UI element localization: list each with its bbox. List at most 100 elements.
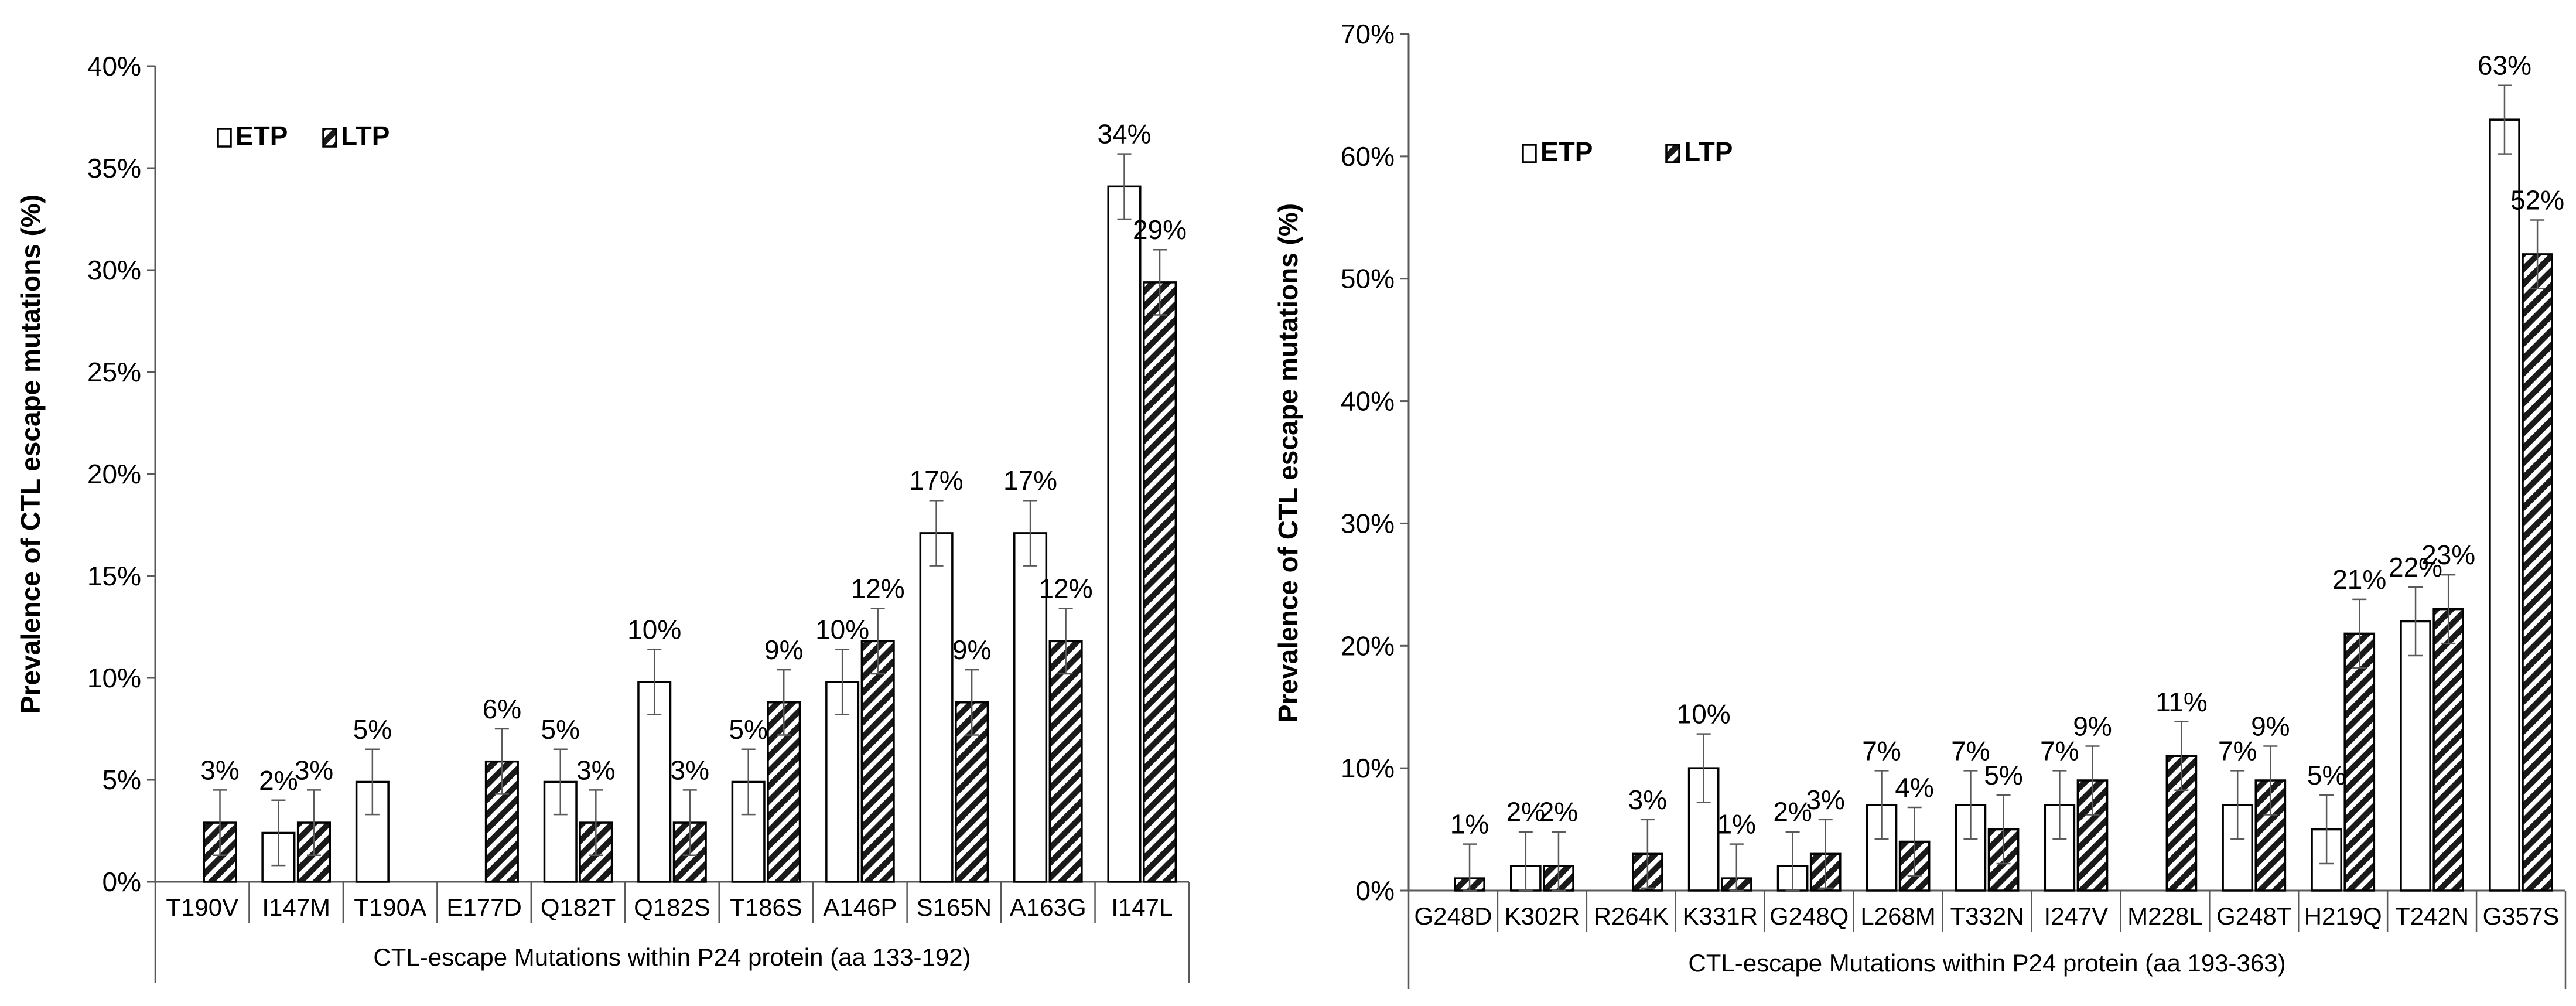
etp-data-label: 5% <box>541 714 580 745</box>
etp-data-label: 5% <box>2307 760 2346 790</box>
category-label: G248Q <box>1769 902 1849 930</box>
etp-legend-label: ETP <box>235 121 288 151</box>
y-tick-label: 0% <box>103 867 141 897</box>
error-bar <box>2530 219 2545 289</box>
error-bar <box>2174 721 2189 791</box>
etp-data-label: 5% <box>729 714 767 745</box>
category-label: G248T <box>2216 902 2291 930</box>
error-bar <box>2052 770 2067 840</box>
error-bar <box>2497 84 2512 155</box>
error-bar <box>553 748 568 816</box>
ltp-legend-label: LTP <box>1684 137 1733 167</box>
etp-legend-swatch <box>217 128 232 148</box>
error-bar <box>1117 153 1132 220</box>
y-tick-label: 35% <box>87 153 141 183</box>
legend: ETP LTP <box>217 121 390 151</box>
error-bar <box>777 669 791 736</box>
error-bar <box>682 789 697 857</box>
y-tick-label: 25% <box>87 357 141 387</box>
y-axis-title: Prevalence of CTL escape mutations (%) <box>1273 203 1303 722</box>
ltp-data-label: 1% <box>1717 809 1756 840</box>
category-label: I247V <box>2044 902 2109 930</box>
ltp-data-label: 52% <box>2510 185 2564 215</box>
etp-data-label: 2% <box>1506 797 1545 827</box>
error-bar <box>2441 574 2456 644</box>
category-label: Q182S <box>634 894 710 921</box>
ltp-data-label: 9% <box>952 635 991 665</box>
category-label: T332N <box>1950 902 2024 930</box>
category-label: R264K <box>1594 902 1669 930</box>
error-bar <box>1153 248 1167 316</box>
y-tick-label: 30% <box>1341 508 1395 538</box>
etp-bar <box>919 532 954 883</box>
ltp-data-label: 6% <box>483 694 521 724</box>
category-label: I147L <box>1111 894 1173 921</box>
ltp-data-label: 3% <box>200 755 239 785</box>
category-label: T190V <box>166 894 238 921</box>
y-tick-label: 5% <box>103 765 141 795</box>
category-label: M228L <box>2127 902 2202 930</box>
category-label: Q182T <box>541 894 616 921</box>
error-bar <box>1785 831 1800 892</box>
ltp-bar <box>2522 253 2553 892</box>
category-label: K302R <box>1505 902 1580 930</box>
etp-legend-label: ETP <box>1540 137 1593 167</box>
etp-data-label: 2% <box>259 765 298 796</box>
ltp-data-label: 5% <box>1984 760 2022 790</box>
y-tick-label: 70% <box>1341 19 1395 49</box>
ltp-legend-swatch <box>1665 144 1680 163</box>
etp-data-label: 17% <box>1003 465 1057 496</box>
error-bar <box>271 799 286 867</box>
etp-bar <box>2489 118 2520 892</box>
error-bar <box>1551 831 1566 892</box>
legend: ETP LTP <box>1522 137 1733 167</box>
etp-data-label: 34% <box>1097 119 1151 149</box>
etp-data-label: 5% <box>353 714 392 745</box>
category-label: G248D <box>1414 902 1492 930</box>
category-label: G357S <box>2483 902 2560 930</box>
ltp-legend-label: LTP <box>341 121 390 151</box>
ltp-legend-swatch <box>322 128 337 148</box>
error-bar <box>1640 819 1655 889</box>
error-bar <box>1874 770 1889 840</box>
etp-bar <box>2400 620 2431 892</box>
ltp-data-label: 21% <box>2332 564 2386 595</box>
error-bar <box>741 748 756 816</box>
y-tick-label: 50% <box>1341 264 1395 294</box>
error-bar <box>1729 843 1744 892</box>
y-axis-title: Prevalence of CTL escape mutations (%) <box>15 195 46 714</box>
etp-data-label: 10% <box>1677 699 1731 729</box>
ltp-data-label: 11% <box>2155 687 2208 717</box>
error-bar <box>1463 843 1477 892</box>
etp-data-label: 2% <box>1773 797 1812 827</box>
etp-data-label: 17% <box>910 465 964 496</box>
ltp-data-label: 3% <box>1628 785 1667 815</box>
category-label: K331R <box>1683 902 1758 930</box>
y-tick-label: 40% <box>87 51 141 81</box>
category-label: E177D <box>446 894 521 921</box>
category-label: S165N <box>917 894 992 921</box>
etp-legend-swatch <box>1522 144 1537 163</box>
error-bar <box>1996 794 2011 865</box>
category-label: T242N <box>2395 902 2469 930</box>
y-tick-label: 15% <box>87 561 141 591</box>
category-label: A163G <box>1010 894 1087 921</box>
ltp-data-label: 9% <box>2251 711 2290 742</box>
error-bar <box>306 789 321 857</box>
error-bar <box>589 789 603 857</box>
error-bar <box>494 728 509 795</box>
left-bar-chart: 0% 5% 10% 15% 20% 25% 30% 35% 40% T190V I147M T190A… <box>15 51 1190 983</box>
y-tick-label: 0% <box>1356 875 1395 906</box>
ltp-data-label: 12% <box>1039 574 1093 604</box>
y-tick-label: 40% <box>1341 386 1395 417</box>
x-axis-title: CTL-escape Mutations within P24 protein … <box>1688 949 2285 977</box>
error-bar <box>2408 586 2423 657</box>
etp-bar <box>1013 532 1048 883</box>
error-bar <box>929 499 944 567</box>
error-bar <box>1907 806 1922 877</box>
error-bar <box>1058 608 1073 675</box>
error-bar <box>2319 794 2334 865</box>
etp-data-label: 7% <box>2040 735 2079 766</box>
right-bar-chart: 0% 10% 20% 30% 40% 50% 60% 70% G248D K302R R264K K3… <box>1273 19 2567 989</box>
etp-data-label: 22% <box>2389 552 2442 582</box>
